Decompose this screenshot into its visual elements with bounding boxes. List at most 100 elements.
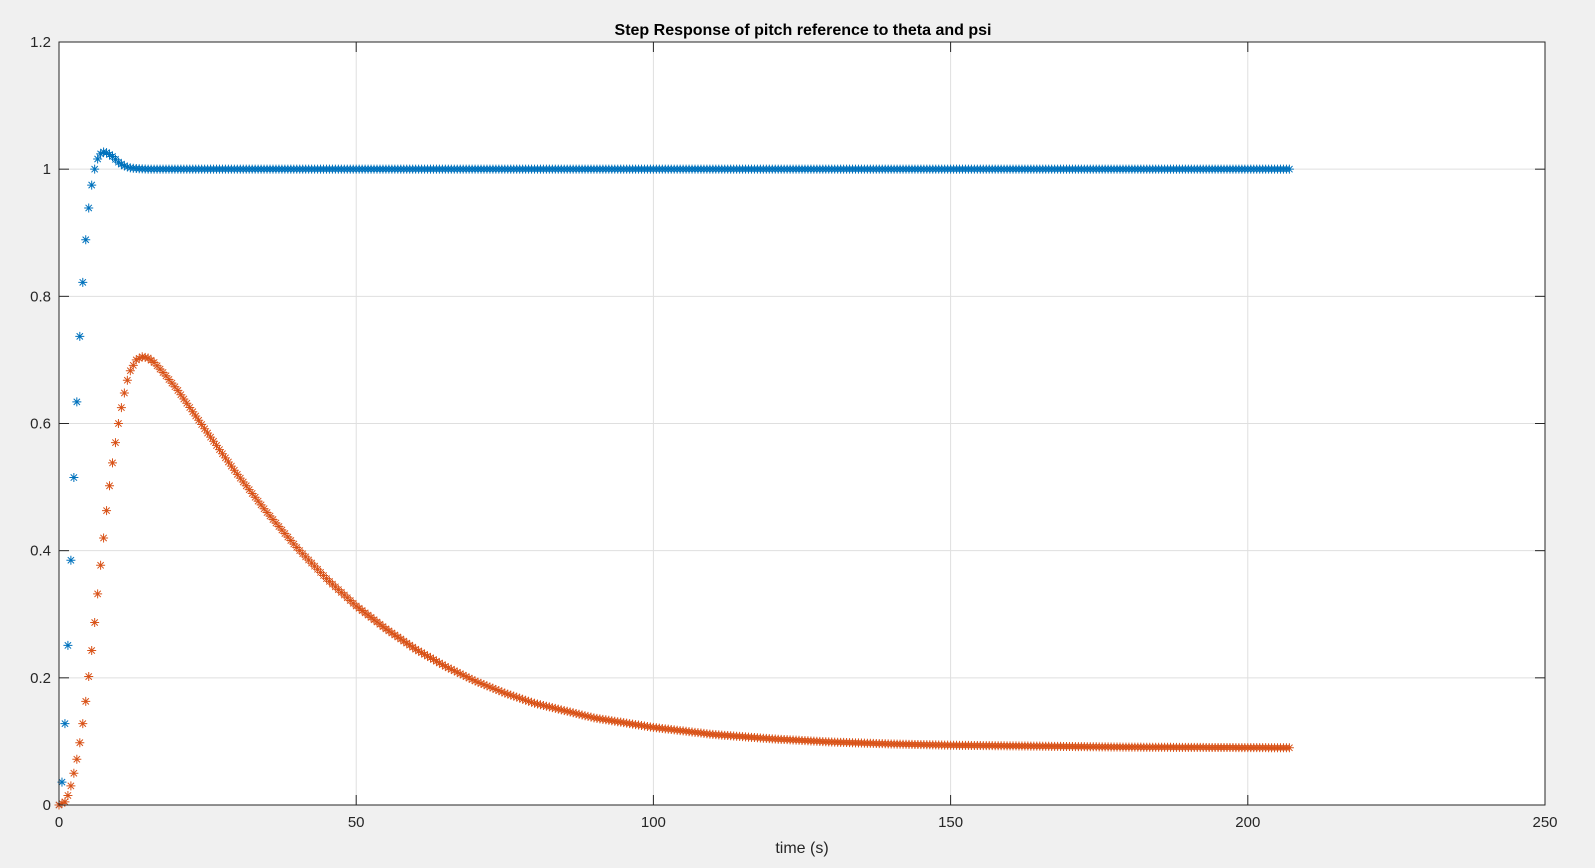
data-point bbox=[553, 704, 563, 714]
data-point bbox=[102, 148, 112, 158]
x-tick-label: 150 bbox=[938, 814, 963, 831]
data-point bbox=[428, 655, 438, 665]
data-point bbox=[524, 696, 534, 706]
data-point bbox=[220, 453, 230, 463]
data-point bbox=[515, 693, 525, 703]
data-point bbox=[512, 692, 522, 702]
data-point bbox=[131, 355, 141, 365]
data-point bbox=[69, 768, 79, 778]
data-point bbox=[497, 687, 507, 697]
data-point bbox=[116, 159, 126, 169]
ticks: 0 50 100 150 200 250 0 0.2 0.4 0.6 0.8 1 1.2 bbox=[30, 34, 1557, 831]
x-tick-label: 50 bbox=[348, 814, 365, 831]
data-point bbox=[562, 706, 572, 716]
data-point bbox=[518, 694, 528, 704]
data-point bbox=[506, 690, 516, 700]
data-point bbox=[467, 675, 477, 685]
data-point bbox=[265, 511, 275, 521]
data-point bbox=[503, 689, 513, 699]
data-point bbox=[214, 445, 224, 455]
data-point bbox=[134, 353, 144, 363]
x-axis-label: time (s) bbox=[775, 840, 828, 857]
data-point bbox=[185, 402, 195, 412]
data-point bbox=[405, 640, 415, 650]
data-point bbox=[63, 790, 73, 800]
data-point bbox=[176, 390, 186, 400]
data-point bbox=[188, 407, 198, 417]
data-point bbox=[226, 461, 236, 471]
data-point bbox=[461, 672, 471, 682]
data-point bbox=[170, 382, 180, 392]
data-point bbox=[105, 481, 115, 491]
data-point bbox=[571, 709, 581, 719]
data-point bbox=[527, 697, 537, 707]
data-point bbox=[440, 661, 450, 671]
data-point bbox=[586, 712, 596, 722]
data-point bbox=[191, 411, 201, 421]
data-point bbox=[541, 701, 551, 711]
data-point bbox=[119, 161, 129, 171]
data-point bbox=[1284, 743, 1294, 753]
data-point bbox=[247, 488, 257, 498]
data-point bbox=[521, 695, 531, 705]
data-point bbox=[583, 711, 593, 721]
data-point bbox=[125, 366, 135, 376]
data-point bbox=[203, 428, 213, 438]
data-point bbox=[128, 360, 138, 370]
data-point bbox=[63, 640, 73, 650]
data-point bbox=[90, 618, 100, 628]
data-point bbox=[60, 797, 70, 807]
data-point bbox=[158, 367, 168, 377]
data-point bbox=[122, 162, 132, 172]
data-point bbox=[408, 642, 418, 652]
data-point bbox=[449, 666, 459, 676]
data-point bbox=[87, 645, 97, 655]
data-point bbox=[93, 154, 103, 164]
data-point bbox=[417, 648, 427, 658]
data-point bbox=[137, 352, 147, 362]
data-point bbox=[164, 374, 174, 384]
data-point bbox=[96, 560, 106, 570]
data-point bbox=[446, 664, 456, 674]
y-tick-label: 1.2 bbox=[30, 34, 51, 51]
data-point bbox=[538, 700, 548, 710]
data-point bbox=[473, 677, 483, 687]
data-point bbox=[577, 710, 587, 720]
data-point bbox=[194, 415, 204, 425]
data-point bbox=[402, 638, 412, 648]
data-point bbox=[241, 481, 251, 491]
data-point bbox=[235, 473, 245, 483]
data-point bbox=[387, 628, 397, 638]
data-point bbox=[75, 331, 85, 341]
data-point bbox=[509, 691, 519, 701]
data-point bbox=[434, 658, 444, 668]
data-point bbox=[283, 532, 293, 542]
data-point bbox=[212, 440, 222, 450]
x-tick-label: 100 bbox=[641, 814, 666, 831]
data-point bbox=[544, 702, 554, 712]
data-point bbox=[107, 458, 117, 468]
data-point bbox=[443, 663, 453, 673]
data-point bbox=[84, 203, 94, 213]
data-point bbox=[535, 700, 545, 710]
data-point bbox=[60, 719, 70, 729]
data-point bbox=[411, 644, 421, 654]
data-point bbox=[482, 681, 492, 691]
data-point bbox=[57, 798, 67, 808]
y-tick-label: 1 bbox=[43, 161, 51, 178]
data-point bbox=[200, 424, 210, 434]
data-point bbox=[161, 371, 171, 381]
data-point bbox=[500, 688, 510, 698]
data-point bbox=[209, 436, 219, 446]
data-point bbox=[390, 630, 400, 640]
data-point bbox=[556, 705, 566, 715]
data-point bbox=[197, 420, 207, 430]
data-point bbox=[69, 473, 79, 483]
data-point bbox=[78, 719, 88, 729]
data-point bbox=[280, 528, 290, 538]
data-point bbox=[256, 500, 266, 510]
data-point bbox=[494, 686, 504, 696]
data-point bbox=[93, 589, 103, 599]
data-point bbox=[122, 375, 132, 385]
